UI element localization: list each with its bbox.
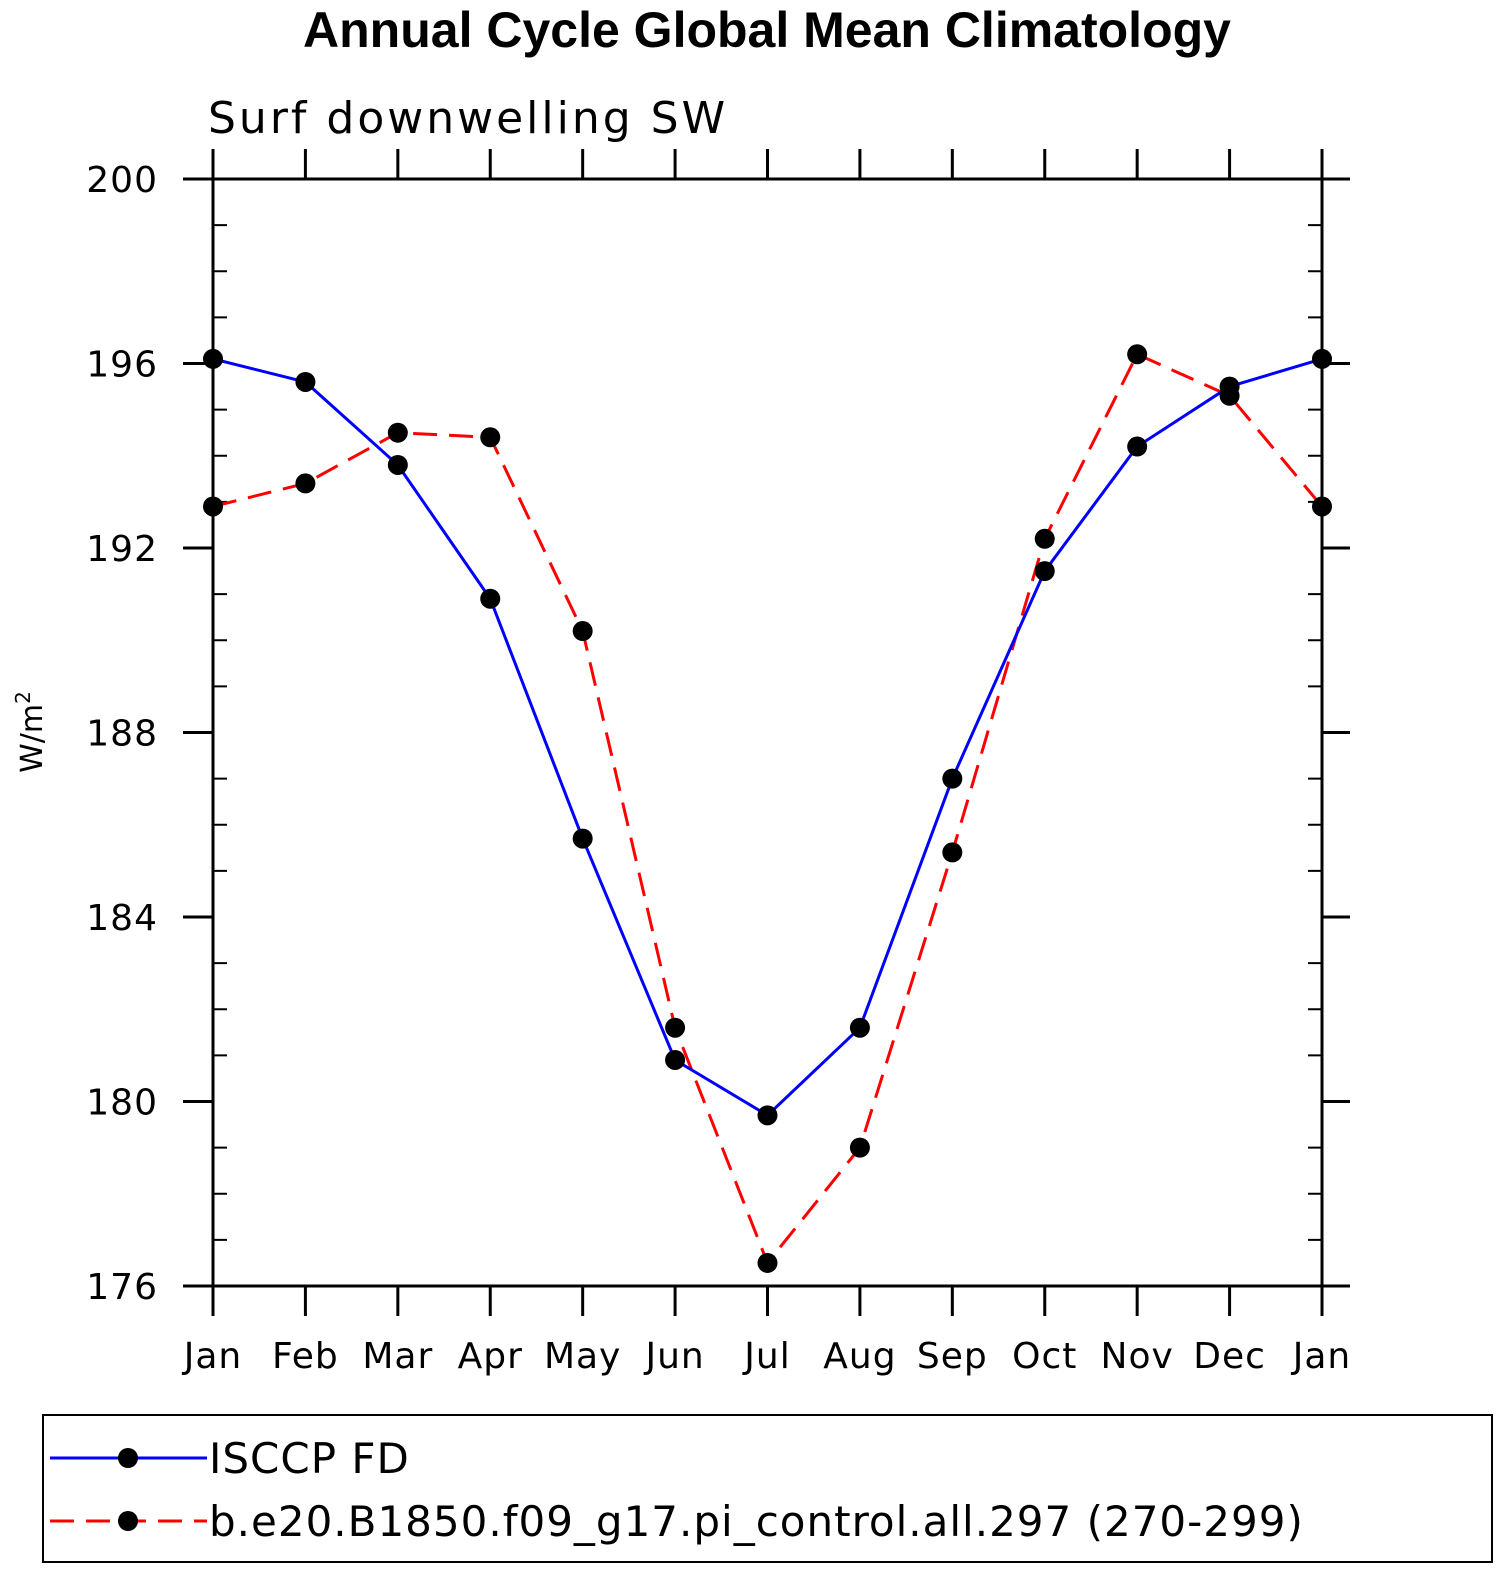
y-tick-label: 176: [86, 1267, 158, 1308]
data-point-series-0: [295, 371, 316, 392]
x-tick-label: Apr: [458, 1336, 523, 1377]
data-point-series-0: [572, 828, 593, 849]
y-tick-label: 196: [86, 345, 158, 386]
data-point-series-1: [1312, 496, 1332, 517]
series-line-0: [212, 357, 1323, 1118]
data-point-series-1: [1127, 344, 1148, 365]
legend: ISCCP FD b.e20.B1850.f09_g17.pi_control.a…: [50, 1434, 1304, 1546]
y-tick-label: 180: [86, 1083, 158, 1124]
data-point-series-1: [1034, 528, 1055, 549]
data-point-series-0: [387, 454, 408, 475]
data-point-series-1: [665, 1017, 686, 1038]
x-tick-label: Oct: [1012, 1336, 1077, 1377]
x-tick-labels: Jan Feb Mar Apr May Jun Jul Aug Sep Oct Nov Dec Jan: [182, 1336, 1352, 1377]
data-point-series-1: [849, 1137, 870, 1158]
y-tick-label: 184: [86, 898, 158, 939]
x-tick-label: Mar: [362, 1336, 433, 1377]
data-point-series-0: [1312, 348, 1332, 369]
series-markers: [203, 344, 1332, 1273]
legend-box: [42, 1414, 1493, 1563]
data-point-series-0: [203, 348, 223, 369]
y-tick-label: 188: [86, 714, 158, 755]
axis-ticks: [183, 149, 1350, 1316]
x-tick-label: Sep: [917, 1336, 988, 1377]
data-point-series-1: [480, 427, 501, 448]
x-tick-label: Nov: [1101, 1336, 1174, 1377]
x-tick-label: Aug: [823, 1336, 896, 1377]
data-point-series-0: [942, 768, 963, 789]
y-tick-labels: 176 180 184 188 192 196 200: [86, 160, 158, 1308]
legend-label-0: ISCCP FD: [209, 1434, 410, 1483]
x-tick-label: Feb: [272, 1336, 339, 1377]
chart-title: Annual Cycle Global Mean Climatology: [303, 2, 1231, 58]
x-tick-label: Jan: [1291, 1336, 1352, 1377]
y-tick-label: 200: [86, 160, 158, 201]
data-point-series-1: [387, 422, 408, 443]
legend-marker-1: [118, 1511, 138, 1531]
data-point-series-1: [295, 473, 316, 494]
data-point-series-0: [1127, 436, 1148, 457]
y-axis-label: W/m2: [11, 691, 50, 773]
data-point-series-1: [757, 1252, 778, 1273]
data-point-series-0: [665, 1049, 686, 1070]
data-point-series-0: [757, 1105, 778, 1126]
y-axis-label-superscript: 2: [11, 691, 35, 704]
data-point-series-0: [849, 1017, 870, 1038]
series-line-1: [212, 352, 1324, 1266]
x-tick-label: Dec: [1193, 1336, 1266, 1377]
y-tick-label: 192: [86, 529, 158, 570]
data-point-series-0: [1034, 561, 1055, 582]
data-point-series-1: [572, 621, 593, 642]
data-point-series-1: [1219, 385, 1240, 406]
legend-label-1: b.e20.B1850.f09_g17.pi_control.all.297 (…: [209, 1497, 1304, 1546]
legend-marker-0: [118, 1448, 138, 1468]
data-point-series-1: [203, 496, 223, 517]
series-lines: [212, 352, 1324, 1266]
x-tick-label: Jun: [643, 1336, 704, 1377]
chart-subtitle: Surf downwelling SW: [208, 93, 728, 144]
data-point-series-1: [942, 842, 963, 863]
x-tick-label: Jan: [182, 1336, 243, 1377]
y-axis-label-text: W/m: [15, 704, 50, 773]
data-point-series-0: [480, 588, 501, 609]
x-tick-label: Jul: [742, 1336, 790, 1377]
x-tick-label: May: [544, 1336, 621, 1377]
